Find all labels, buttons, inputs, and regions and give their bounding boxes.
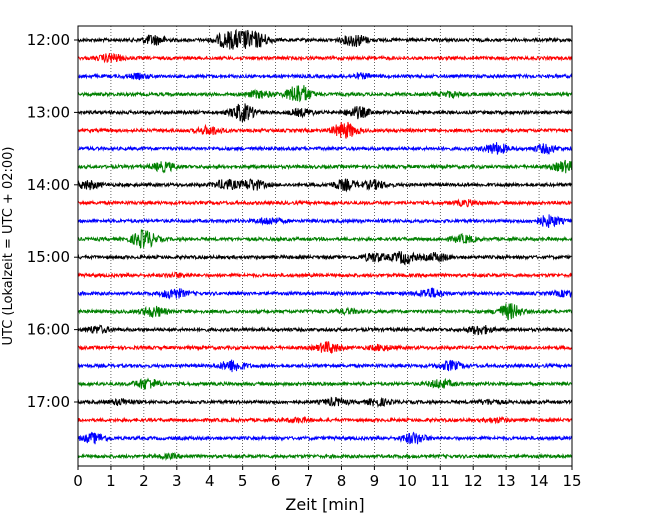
- y-tick-label-3: 15:00: [27, 248, 70, 266]
- trace-1: [77, 52, 573, 64]
- y-tick-label-4: 16:00: [27, 321, 70, 339]
- trace-15: [77, 303, 573, 321]
- x-tick-label-0: 0: [73, 472, 83, 490]
- trace-10: [77, 214, 573, 228]
- x-tick-label-4: 4: [205, 472, 215, 490]
- trace-14: [77, 287, 573, 300]
- trace-9: [77, 198, 573, 208]
- trace-22: [77, 431, 573, 445]
- trace-17: [77, 341, 573, 355]
- vertical-gridlines: [110, 26, 540, 466]
- x-tick-label-1: 1: [106, 472, 116, 490]
- y-axis-label: UTC (Lokalzeit = UTC + 02:00): [1, 147, 16, 346]
- trace-4: [77, 103, 573, 123]
- y-tick-label-0: 12:00: [27, 31, 70, 49]
- x-tick-label-10: 10: [398, 472, 417, 490]
- x-tick-label-7: 7: [304, 472, 314, 490]
- trace-12: [77, 250, 573, 266]
- trace-5: [77, 121, 573, 139]
- x-tick-label-3: 3: [172, 472, 182, 490]
- trace-23: [77, 451, 573, 462]
- trace-11: [77, 229, 573, 249]
- trace-7: [77, 159, 573, 174]
- x-axis-ticks: 0 1 2 3 4 5 6 7 8 9 10 11 12 13 14 15: [73, 466, 582, 490]
- x-tick-label-15: 15: [562, 472, 581, 490]
- x-tick-label-12: 12: [464, 472, 483, 490]
- trace-0: [77, 28, 573, 50]
- x-tick-label-6: 6: [271, 472, 281, 490]
- plot-area-frame: [77, 25, 573, 467]
- x-tick-label-13: 13: [497, 472, 516, 490]
- trace-16: [77, 324, 573, 336]
- trace-2: [77, 71, 573, 81]
- x-tick-label-5: 5: [238, 472, 248, 490]
- trace-6: [77, 142, 573, 156]
- x-tick-label-8: 8: [337, 472, 347, 490]
- x-tick-label-14: 14: [530, 472, 549, 490]
- x-axis-label: Zeit [min]: [285, 495, 364, 514]
- y-tick-label-2: 14:00: [27, 176, 70, 194]
- trace-19: [77, 377, 573, 390]
- trace-3: [77, 85, 573, 103]
- trace-13: [77, 271, 573, 279]
- seismic-traces: [77, 28, 573, 462]
- y-axis-ticks: 12:00 13:00 14:00 15:00 16:00 17:00: [27, 31, 78, 411]
- trace-18: [77, 359, 573, 373]
- trace-20: [77, 396, 573, 409]
- trace-8: [77, 178, 573, 193]
- x-tick-label-11: 11: [431, 472, 450, 490]
- y-tick-label-1: 13:00: [27, 103, 70, 121]
- trace-21: [77, 415, 573, 425]
- x-tick-label-9: 9: [370, 472, 380, 490]
- x-tick-label-2: 2: [139, 472, 149, 490]
- y-tick-label-5: 17:00: [27, 393, 70, 411]
